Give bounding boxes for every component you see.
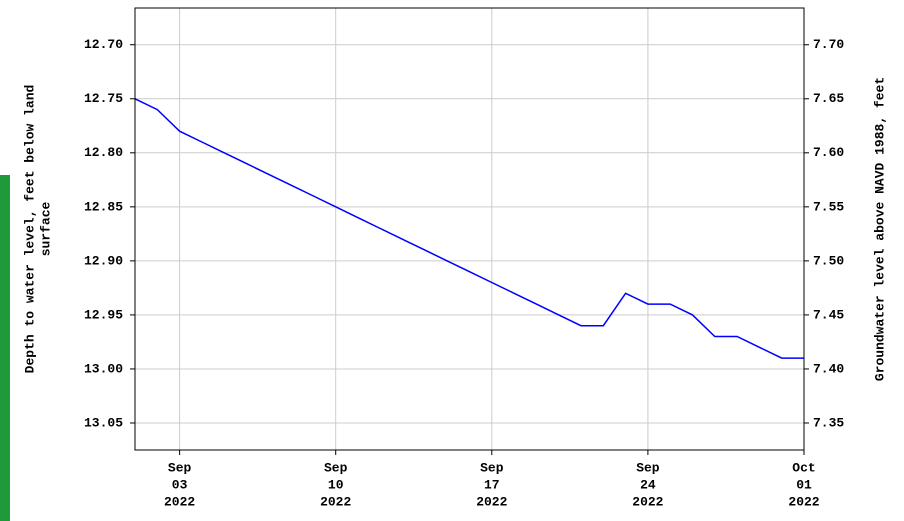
y-tick-label: 13.05 <box>84 415 123 430</box>
y-tick-label: 12.95 <box>84 307 123 322</box>
x-tick-label: Sep <box>324 460 348 475</box>
y-tick-label: 13.00 <box>84 361 123 376</box>
x-tick-label: 01 <box>796 477 812 492</box>
y2-tick-label: 7.40 <box>813 361 844 376</box>
y2-axis-label: Groundwater level above NAVD 1988, feet <box>872 77 887 381</box>
x-tick-label: 2022 <box>164 494 195 509</box>
x-tick-label: 17 <box>484 477 500 492</box>
y2-tick-label: 7.35 <box>813 415 844 430</box>
y-axis-label: Depth to water level, feet below land <box>22 85 37 374</box>
side-strip <box>0 175 10 521</box>
y-tick-label: 12.90 <box>84 253 123 268</box>
y2-tick-label: 7.70 <box>813 37 844 52</box>
x-tick-label: 24 <box>640 477 656 492</box>
x-tick-label: Sep <box>480 460 504 475</box>
y-tick-label: 12.80 <box>84 145 123 160</box>
y-tick-label: 12.85 <box>84 199 123 214</box>
plot-frame <box>134 7 805 451</box>
x-tick-label: Oct <box>792 460 815 475</box>
y2-tick-label: 7.50 <box>813 253 844 268</box>
x-tick-label: Sep <box>636 460 660 475</box>
y-tick-label: 12.75 <box>84 91 123 106</box>
y2-tick-label: 7.55 <box>813 199 844 214</box>
data-line <box>134 98 804 359</box>
y2-tick-label: 7.60 <box>813 145 844 160</box>
y2-tick-label: 7.45 <box>813 307 844 322</box>
y-tick-label: 12.70 <box>84 37 123 52</box>
x-tick-label: 10 <box>328 477 344 492</box>
y2-tick-label: 7.65 <box>813 91 844 106</box>
x-tick-label: 03 <box>172 477 188 492</box>
x-tick-label: 2022 <box>632 494 663 509</box>
x-tick-label: 2022 <box>476 494 507 509</box>
x-tick-label: 2022 <box>320 494 351 509</box>
x-tick-label: 2022 <box>788 494 819 509</box>
y-axis-label: surface <box>38 201 53 256</box>
x-tick-label: Sep <box>168 460 192 475</box>
